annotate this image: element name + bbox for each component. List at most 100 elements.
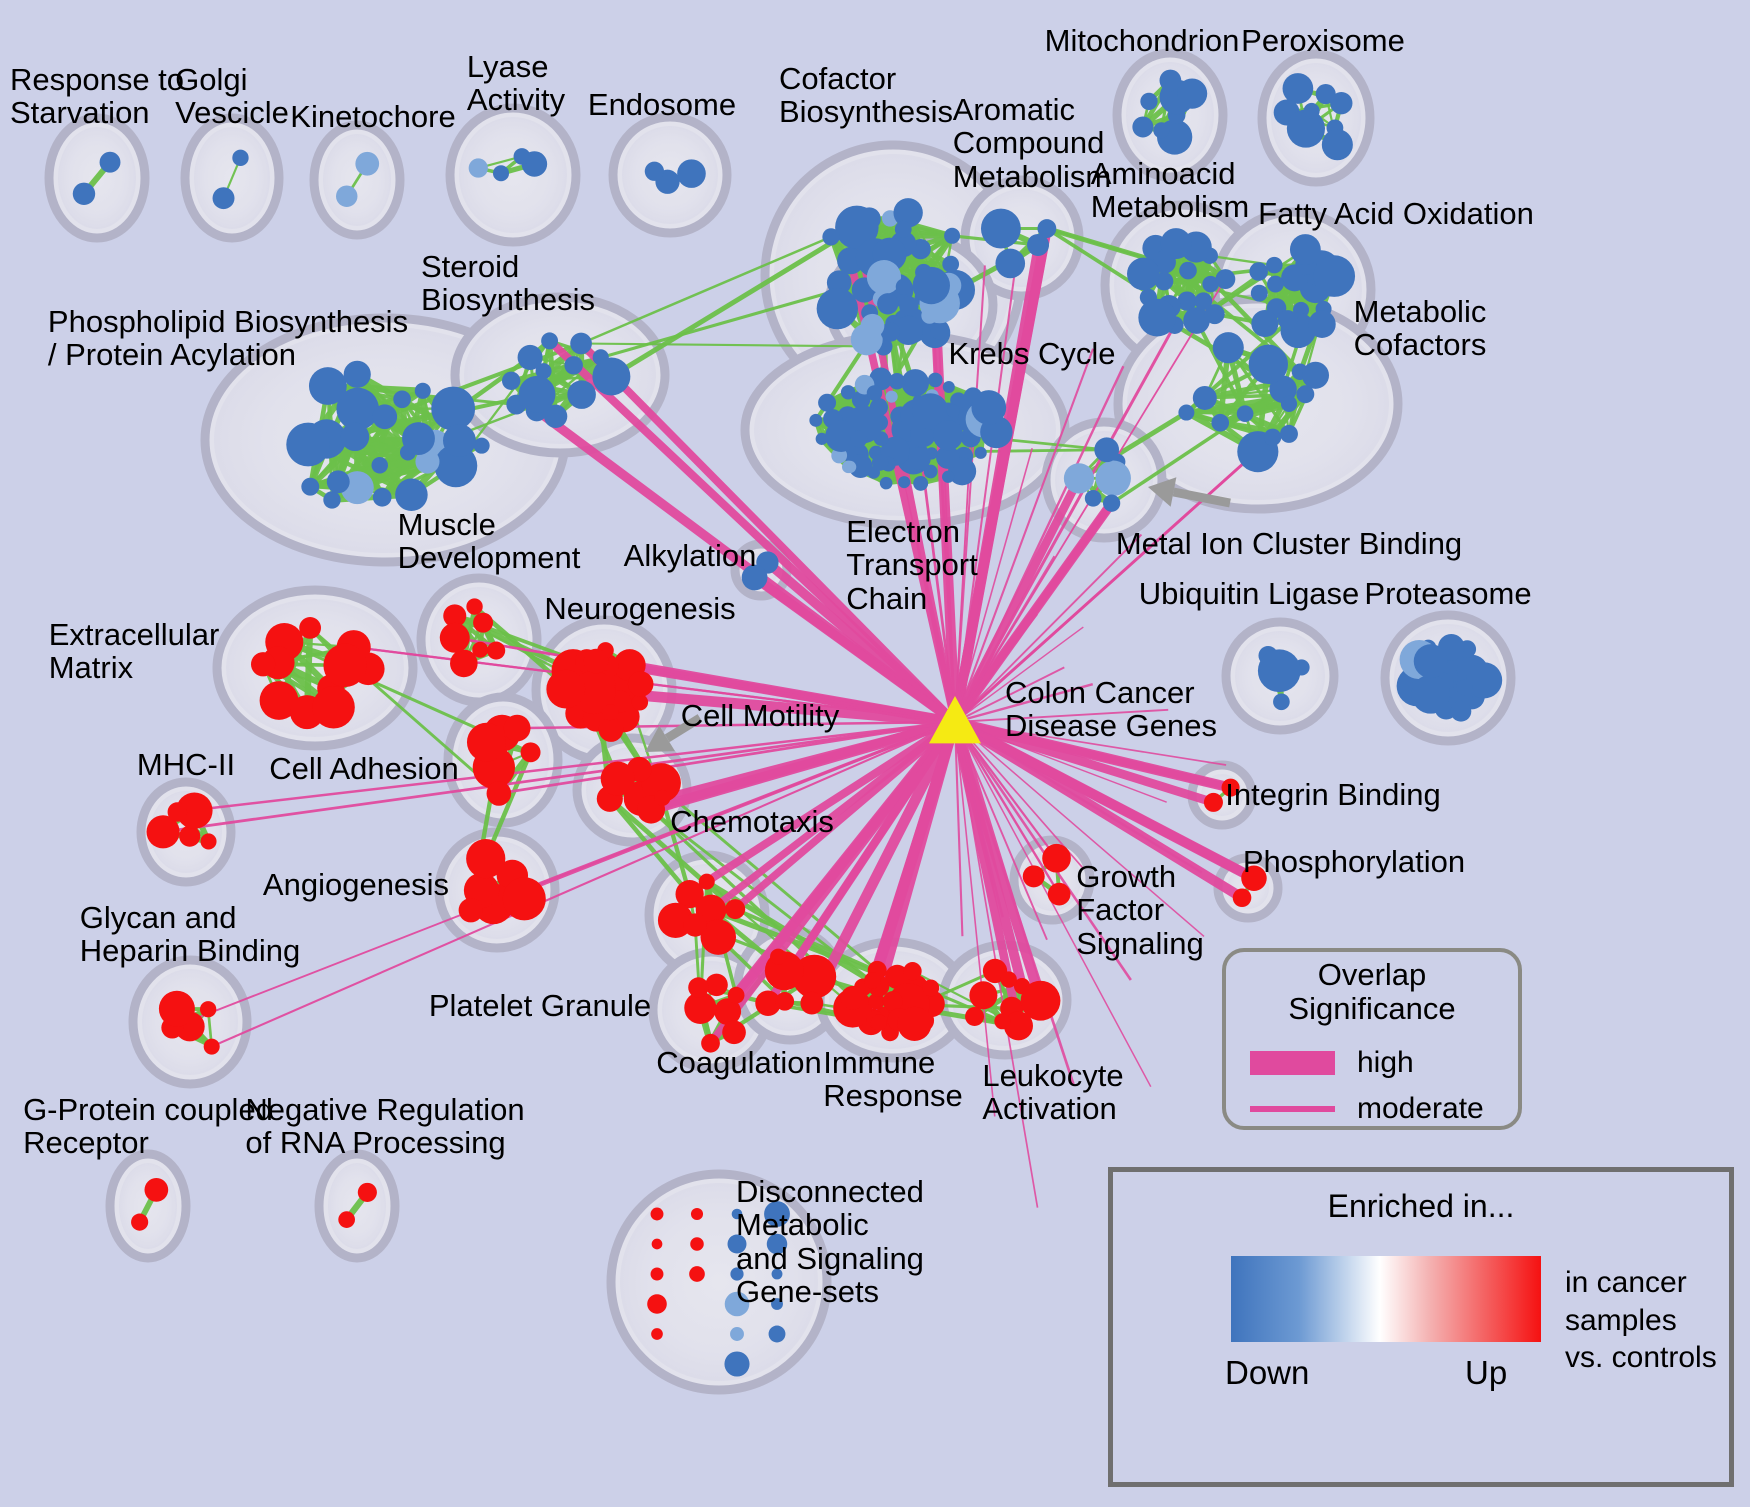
gene-set-node [131, 1213, 149, 1231]
gene-set-node [882, 991, 903, 1012]
disease-gene-edge [732, 719, 958, 912]
high-significance-label: high [1357, 1046, 1414, 1079]
disease-gene-edge [954, 448, 1033, 723]
gene-set-node [690, 1207, 704, 1221]
gene-set-node [851, 390, 871, 409]
gene-set-node [415, 449, 440, 474]
disease-gene-edge [929, 285, 957, 723]
gene-set-node [627, 671, 654, 697]
gene-set-node [1095, 460, 1131, 496]
gene-set-node [1037, 219, 1057, 238]
gene-set-node [650, 1207, 664, 1221]
gene-set-node [473, 612, 494, 633]
gene-set-node [259, 681, 299, 720]
gene-set-node [443, 604, 467, 628]
gene-set-node [912, 266, 950, 305]
gene-overlap-edge [581, 342, 884, 348]
gene-set-node [690, 1237, 704, 1251]
gene-set-node [1267, 275, 1284, 293]
moderate-significance-label: moderate [1357, 1092, 1484, 1125]
gene-set-node [714, 998, 742, 1026]
gene-set-node [800, 991, 824, 1015]
gene-set-node [705, 973, 728, 997]
gene-set-node [871, 454, 889, 471]
gene-overlap-edge [608, 796, 737, 911]
gene-overlap-edge [660, 797, 692, 895]
gene-set-node [176, 792, 213, 829]
gene-set-node [567, 380, 596, 409]
gene-set-node [683, 913, 707, 937]
gene-set-node [1251, 310, 1279, 338]
enrichment-down-label: Down [1225, 1354, 1310, 1391]
gene-set-node [517, 344, 543, 370]
gene-set-node [860, 313, 885, 338]
gene-set-node [995, 248, 1026, 279]
gene-set-node [850, 430, 868, 448]
gene-set-node [1301, 361, 1330, 389]
disease-gene-edge [765, 720, 958, 1006]
gene-set-node [1063, 463, 1095, 494]
gene-set-node [700, 919, 737, 955]
gene-set-node [775, 991, 795, 1011]
disease-gene-edge [954, 533, 1143, 723]
gene-set-node [1266, 256, 1283, 274]
gene-set-node [326, 470, 350, 494]
disease-gene-edge [952, 717, 1257, 883]
gene-set-node [727, 986, 745, 1004]
gene-set-node [877, 293, 899, 315]
gene-set-node [1000, 971, 1017, 988]
gene-set-node [535, 363, 552, 380]
gene-set-node [1159, 69, 1182, 92]
gene-set-node [1321, 129, 1353, 161]
disease-gene-edge [731, 718, 960, 999]
gene-set-node [755, 990, 781, 1016]
gene-set-node [942, 255, 960, 273]
gene-set-node [1132, 116, 1154, 138]
gene-set-node [167, 802, 188, 822]
disease-gene-edge [954, 613, 1038, 723]
gene-set-node [312, 686, 355, 729]
disease-gene-edge [954, 721, 996, 1117]
gene-set-node [503, 714, 531, 742]
disease-gene-edge [951, 500, 1116, 725]
disease-gene-edge [953, 721, 964, 937]
gene-set-node [647, 1294, 667, 1314]
gene-set-node [731, 1208, 743, 1220]
disease-gene-edge [954, 708, 1169, 723]
gene-overlap-edge [1194, 319, 1247, 415]
gene-set-node [727, 1234, 747, 1254]
gene-set-node [1280, 395, 1298, 412]
gene-set-node [912, 393, 949, 430]
enrichment-legend-title: Enriched in... [1327, 1188, 1515, 1224]
moderate-significance-swatch [1250, 1106, 1335, 1112]
gene-set-node [815, 432, 828, 445]
gene-set-node [866, 385, 883, 401]
gene-set-node [903, 962, 922, 981]
gene-set-node [864, 972, 881, 989]
disease-gene-edge [954, 555, 1056, 723]
gene-set-node [299, 617, 322, 639]
gene-set-node [1094, 437, 1120, 463]
gene-set-node [473, 437, 490, 454]
gene-set-node [355, 151, 380, 176]
disease-gene-edge [954, 666, 1065, 723]
gene-set-node [1153, 122, 1170, 139]
disease-gene-edge [954, 498, 1002, 723]
gene-set-node [1154, 272, 1174, 291]
gene-set-node [722, 1020, 746, 1045]
gene-set-node [1215, 269, 1236, 289]
gene-set-node [885, 390, 898, 403]
gene-set-node [770, 948, 787, 965]
colon-cancer-hub-node[interactable] [929, 696, 981, 744]
gene-set-node [541, 332, 559, 350]
gene-set-node [502, 877, 546, 921]
gene-set-node [487, 641, 506, 660]
gene-overlap-edge [1186, 400, 1290, 416]
gene-set-node [450, 649, 478, 678]
gene-set-node [1282, 73, 1314, 104]
disease-gene-edge [953, 365, 1125, 723]
overlap-legend-high-row: high [1250, 1046, 1414, 1080]
gene-set-node [944, 227, 961, 244]
gene-set-node [1194, 292, 1213, 311]
